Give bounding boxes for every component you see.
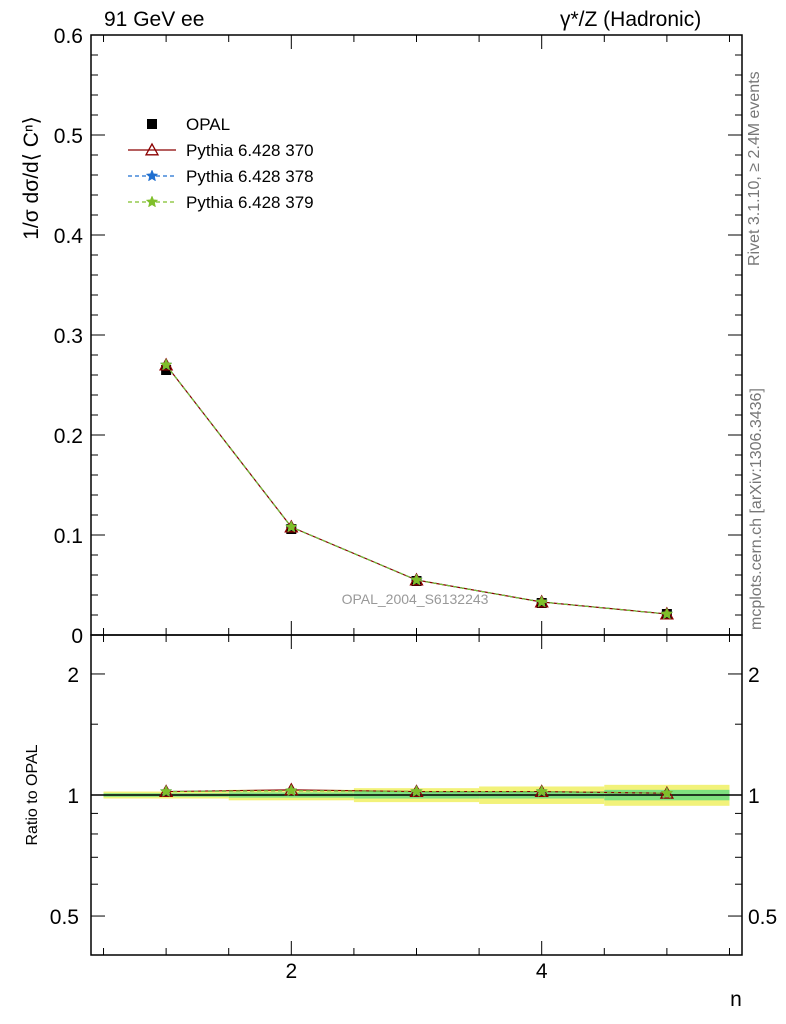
header-right-label: γ*/Z (Hadronic) bbox=[560, 8, 702, 31]
main-y-tick-label: 0.4 bbox=[54, 225, 84, 248]
pythia-6-428-379-point bbox=[660, 607, 674, 620]
x-axis-label: n bbox=[730, 988, 742, 1011]
analysis-id-annotation: OPAL_2004_S6132243 bbox=[342, 591, 489, 607]
header-left-label: 91 GeV ee bbox=[104, 8, 205, 31]
legend-marker bbox=[145, 195, 159, 208]
ratio-y-axis-label: Ratio to OPAL bbox=[24, 744, 41, 845]
pythia-6-428-379-ratio-point bbox=[410, 784, 423, 797]
legend-marker bbox=[145, 169, 159, 182]
main-y-axis-label: 1/σ dσ/d⟨ Cⁿ⟩ bbox=[20, 116, 43, 240]
ratio-y-tick-label-right: 1 bbox=[748, 785, 760, 808]
pythia-6-428-379-ratio-point bbox=[660, 786, 674, 799]
pythia-6-428-379-line bbox=[165, 364, 667, 615]
main-y-tick-label: 0 bbox=[71, 625, 83, 648]
main-y-tick-label: 0.1 bbox=[54, 525, 83, 548]
legend-entry-label: Pythia 6.428 379 bbox=[186, 193, 314, 212]
legend-marker bbox=[144, 142, 160, 156]
x-tick-label: 4 bbox=[536, 960, 548, 983]
legend-opal-marker bbox=[147, 119, 157, 129]
legend-entry-label: OPAL bbox=[186, 115, 230, 134]
legend-entry-label: Pythia 6.428 370 bbox=[186, 141, 314, 160]
legend-entry-label: Pythia 6.428 378 bbox=[186, 167, 314, 186]
main-y-tick-label: 0.3 bbox=[54, 325, 83, 348]
pythia-6-428-379-ratio-point bbox=[535, 784, 549, 797]
ratio-y-tick-label-right: 2 bbox=[748, 664, 760, 687]
pythia-6-428-379-point bbox=[284, 520, 298, 533]
ratio-y-tick-label-left: 1 bbox=[67, 785, 79, 808]
main-y-tick-label: 0.5 bbox=[54, 125, 83, 148]
x-tick-label: 2 bbox=[285, 960, 297, 983]
pythia-6-428-379-point bbox=[535, 595, 549, 608]
main-y-tick-label: 0.2 bbox=[54, 425, 83, 448]
ratio-y-tick-label-left: 2 bbox=[67, 664, 79, 687]
ratio-y-tick-label-right: 0.5 bbox=[748, 906, 777, 929]
ratio-y-tick-label-left: 0.5 bbox=[50, 906, 79, 929]
pythia-6-428-379-point bbox=[159, 358, 173, 371]
main-y-tick-label: 0.6 bbox=[54, 25, 83, 48]
pythia-6-428-379-ratio-point bbox=[159, 784, 173, 797]
pythia-6-428-379-point bbox=[410, 573, 423, 586]
pythia-6-428-379-ratio-point bbox=[284, 784, 298, 797]
